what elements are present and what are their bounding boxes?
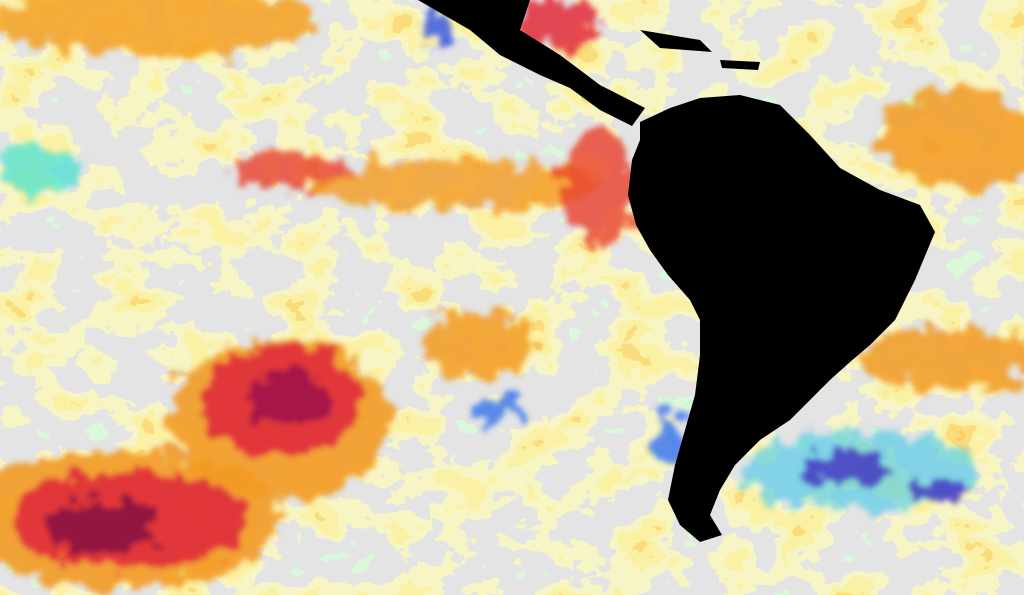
caribbean-islands: [640, 30, 760, 70]
hot-core: [250, 370, 330, 430]
cold-core: [800, 455, 900, 485]
cold-patch: [423, 10, 447, 40]
warm-patch: [560, 130, 640, 240]
warm-patch: [425, 310, 535, 380]
warm-patch: [230, 152, 350, 188]
hot-patch: [520, 0, 600, 50]
warm-patch: [860, 330, 1024, 390]
cold-patch: [0, 145, 80, 195]
cold-patch: [655, 410, 685, 470]
warm-patch: [0, 0, 310, 55]
south-america: [628, 95, 935, 542]
cold-patch: [475, 400, 525, 420]
cold-core: [910, 478, 970, 502]
hot-core: [40, 500, 160, 550]
warm-patch: [320, 160, 600, 210]
central-america: [418, 0, 645, 126]
cold-anomalies: [0, 10, 980, 510]
warm-patch: [880, 90, 1024, 190]
